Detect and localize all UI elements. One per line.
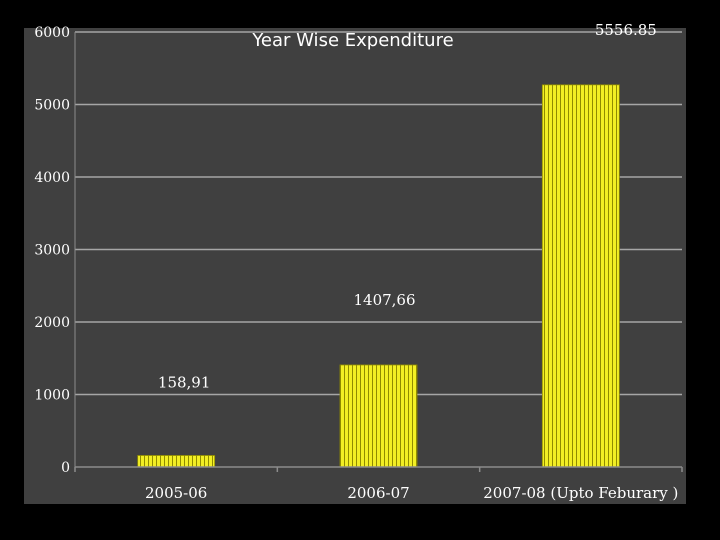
y-tick-label: 3000	[34, 243, 70, 259]
y-tick-label: 0	[61, 460, 70, 476]
data-label: 1407,66	[353, 291, 415, 309]
bar-3	[541, 84, 620, 468]
data-label: 158,91	[158, 373, 211, 391]
x-tick-label: 2005-06	[145, 484, 207, 502]
labels: 0 1000 2000 3000 4000 5000 6000 2005-06 158,91 20…	[34, 21, 678, 502]
x-tick-label: 2006-07	[347, 484, 409, 502]
y-tick-label: 2000	[34, 315, 70, 331]
y-tick-label: 1000	[34, 388, 70, 404]
bar-2	[339, 364, 418, 468]
y-tick-label: 5000	[34, 98, 70, 114]
chart-title: Year Wise Expenditure	[251, 30, 453, 51]
bars	[137, 84, 620, 468]
x-tick-label: 2007-08 (Upto Feburary )	[483, 484, 678, 502]
axes	[74, 32, 683, 472]
y-tick-label: 4000	[34, 170, 70, 186]
gridlines	[75, 31, 682, 396]
data-label: 5556.85	[595, 21, 657, 39]
bar-1	[137, 455, 216, 468]
y-tick-label: 6000	[34, 25, 70, 41]
